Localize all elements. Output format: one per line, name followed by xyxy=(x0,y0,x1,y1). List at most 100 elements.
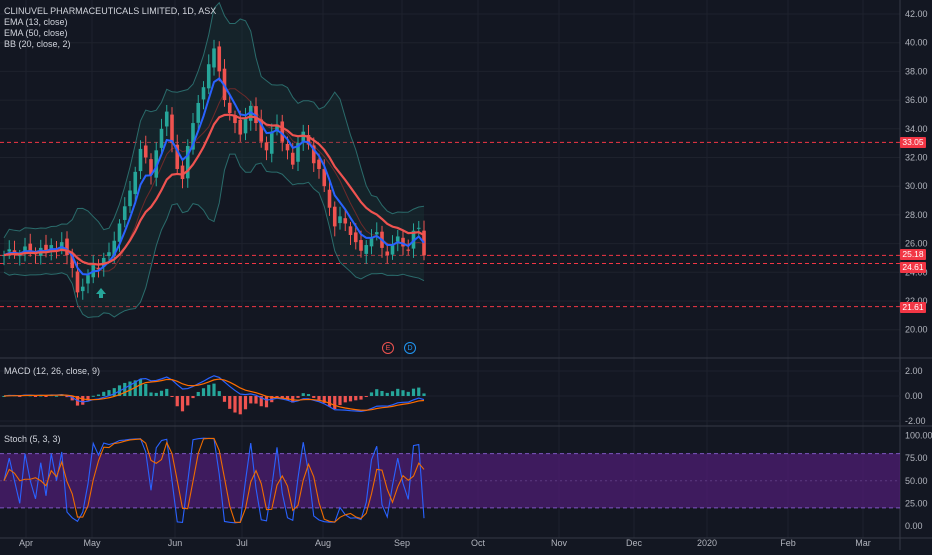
time-axis-label: Dec xyxy=(626,538,643,548)
macd-histogram-bar xyxy=(207,384,211,396)
stoch-axis-label: 50.00 xyxy=(905,476,928,486)
time-axis-label: Sep xyxy=(394,538,410,548)
macd-histogram-bar xyxy=(327,396,332,407)
candle-body xyxy=(280,121,285,142)
macd-histogram-bar xyxy=(18,396,22,397)
time-axis-label: Aug xyxy=(315,538,331,548)
time-axis-label: Jul xyxy=(236,538,248,548)
macd-pane-title[interactable]: MACD (12, 26, close, 9) xyxy=(4,366,101,376)
price-tag-24-61: 24.61 xyxy=(900,262,926,273)
ema50-legend[interactable]: EMA (50, close) xyxy=(4,28,68,38)
macd-axis-label: 2.00 xyxy=(905,366,923,376)
earnings-marker[interactable]: E xyxy=(382,342,394,354)
price-axis-label: 32.00 xyxy=(905,153,928,163)
macd-histogram-bar xyxy=(33,396,38,397)
candle-body xyxy=(406,249,411,251)
candle-body xyxy=(243,117,248,134)
macd-histogram-bar xyxy=(338,396,342,406)
candle-body xyxy=(86,275,90,284)
macd-histogram-bar xyxy=(86,396,90,401)
candle-body xyxy=(395,236,400,242)
macd-histogram-bar xyxy=(212,383,216,396)
ema13-legend[interactable]: EMA (13, close) xyxy=(4,17,68,27)
macd-histogram-bar xyxy=(401,390,405,396)
candle-body xyxy=(227,102,232,114)
symbol-title[interactable]: CLINUVEL PHARMACEUTICALS LIMITED, 1D, AS… xyxy=(4,6,217,16)
candle-body xyxy=(332,206,337,227)
candle-body xyxy=(233,115,237,124)
candle-body xyxy=(154,150,159,178)
candle-body xyxy=(96,267,101,270)
candle-body xyxy=(2,255,6,257)
time-axis-label: Apr xyxy=(19,538,33,548)
candle-body xyxy=(374,232,379,235)
macd-histogram-bar xyxy=(364,396,368,397)
macd-histogram-bar xyxy=(91,395,95,397)
ema13-line xyxy=(3,77,425,276)
macd-histogram-bar xyxy=(96,394,101,396)
macd-histogram-bar xyxy=(201,388,206,396)
signal-arrow-icon xyxy=(96,288,106,298)
price-tag-33-05: 33.05 xyxy=(900,137,926,148)
candle-body xyxy=(107,252,111,257)
macd-histogram-bar xyxy=(333,396,337,410)
ema50-line xyxy=(3,113,425,266)
macd-histogram-bar xyxy=(322,396,326,403)
macd-histogram-bar xyxy=(149,392,153,396)
stoch-pane-title[interactable]: Stoch (5, 3, 3) xyxy=(4,434,61,444)
price-axis-label: 42.00 xyxy=(905,9,928,19)
macd-histogram-bar xyxy=(65,396,69,398)
candle-body xyxy=(322,169,327,187)
main-legend: CLINUVEL PHARMACEUTICALS LIMITED, 1D, AS… xyxy=(4,6,216,50)
candle-body xyxy=(117,223,122,242)
candle-body xyxy=(401,237,405,247)
macd-histogram-bar xyxy=(180,396,185,412)
macd-histogram-bar xyxy=(296,396,300,398)
candle-body xyxy=(180,165,185,180)
time-axis-label: Nov xyxy=(551,538,568,548)
macd-histogram-bar xyxy=(2,396,6,397)
time-axis-label: 2020 xyxy=(697,538,717,548)
macd-histogram-bar xyxy=(165,388,169,396)
price-tag-25-18: 25.18 xyxy=(900,249,926,260)
candle-body xyxy=(385,251,390,256)
bb-fill xyxy=(4,2,424,318)
candle-body xyxy=(201,87,206,100)
candle-body xyxy=(133,171,138,195)
bb-legend[interactable]: BB (20, close, 2) xyxy=(4,39,71,49)
candle-body xyxy=(359,240,363,251)
macd-histogram-bar xyxy=(222,396,227,402)
candle-body xyxy=(369,237,374,247)
macd-histogram-bar xyxy=(196,391,200,396)
candle-body xyxy=(101,257,106,267)
macd-histogram-bar xyxy=(375,389,379,396)
macd-histogram-bar xyxy=(128,381,132,396)
macd-histogram-bar xyxy=(385,392,389,396)
stoch-axis-label: 25.00 xyxy=(905,498,928,508)
macd-histogram-bar xyxy=(249,396,253,404)
dividend-marker[interactable]: D xyxy=(404,342,416,354)
macd-histogram-bar xyxy=(280,396,284,399)
macd-histogram-bar xyxy=(228,396,232,409)
macd-histogram-bar xyxy=(233,396,237,413)
candle-body xyxy=(44,244,48,253)
candle-body xyxy=(164,111,169,127)
macd-histogram-bar xyxy=(343,396,347,403)
macd-histogram-bar xyxy=(312,396,316,398)
macd-histogram-bar xyxy=(186,396,190,406)
candle-body xyxy=(311,145,316,164)
macd-histogram-bar xyxy=(154,392,158,396)
candle-body xyxy=(259,119,264,142)
time-axis-label: May xyxy=(83,538,101,548)
macd-histogram-bar xyxy=(243,396,248,410)
macd-histogram-bar xyxy=(217,391,221,396)
price-axis-label: 34.00 xyxy=(905,124,928,134)
candle-body xyxy=(185,146,190,179)
macd-histogram-bar xyxy=(354,396,358,401)
candle-body xyxy=(112,240,117,256)
macd-histogram-bar xyxy=(264,396,269,408)
candle-body xyxy=(75,271,80,293)
price-axis-label: 38.00 xyxy=(905,66,928,76)
